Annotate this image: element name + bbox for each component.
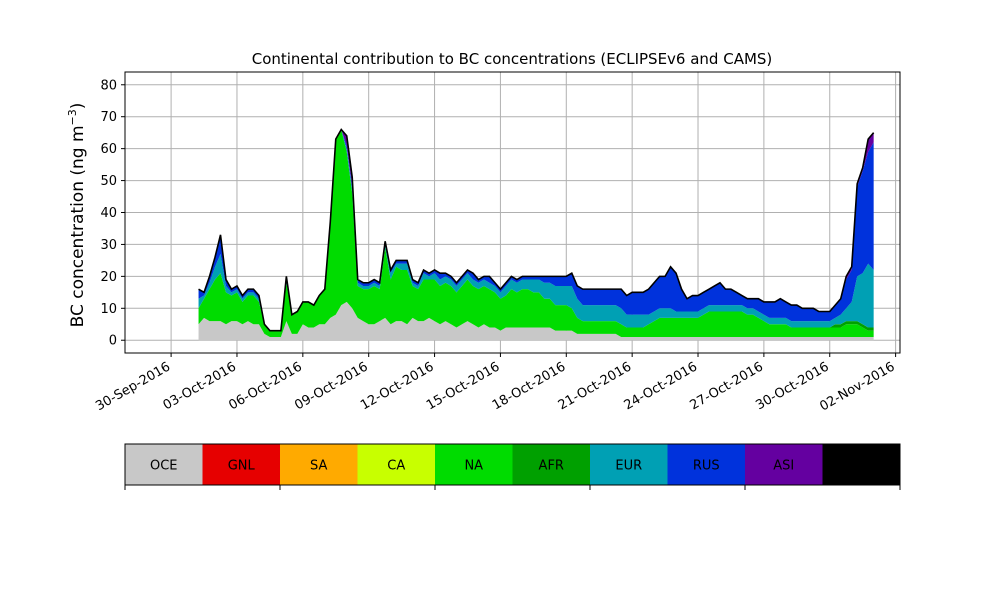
legend-swatch-oce	[125, 444, 203, 485]
legend-label-eur: EUR	[615, 459, 642, 474]
stacked-areas	[198, 128, 875, 341]
legend-label-sa: SA	[310, 459, 327, 474]
y-tick-label: 30	[100, 238, 117, 253]
legend-swatch-gnl	[202, 444, 280, 485]
legend-label-afr: AFR	[539, 459, 564, 474]
y-tick-label: 20	[100, 270, 117, 285]
legend-label-ca: CA	[387, 459, 405, 474]
area-na	[198, 129, 874, 338]
y-tick-label: 10	[100, 302, 117, 317]
y-axis-label-main: BC concentration (ng m	[68, 125, 88, 327]
legend-swatch-ca	[357, 444, 435, 485]
y-tick-label: 0	[109, 334, 117, 349]
total-outline	[198, 128, 875, 332]
y-tick-label: 60	[100, 142, 117, 157]
y-axis-label-close: )	[68, 103, 88, 110]
y-tick-label: 50	[100, 174, 117, 189]
colorbar-legend: OCE GNL SA CA NA AFR EUR RUS ASI AUS	[124, 443, 901, 490]
area-rus	[198, 129, 874, 331]
chart-title: Continental contribution to BC concentra…	[252, 50, 773, 68]
legend-frame	[124, 443, 901, 486]
legend-label-asi: ASI	[773, 459, 794, 474]
area-oce	[198, 301, 874, 341]
legend-label-rus: RUS	[693, 459, 720, 474]
y-tick-label: 80	[100, 78, 117, 93]
y-axis-label: BC concentration (ng m−3)	[66, 103, 88, 328]
legend-label-gnl: GNL	[228, 459, 256, 474]
y-tick-label: 40	[100, 206, 117, 221]
legend-swatch-eur	[590, 444, 668, 485]
legend-swatch-rus	[667, 444, 745, 485]
legend-swatch-sa	[280, 444, 358, 485]
y-axis-label-exp: −3	[66, 109, 79, 125]
legend-swatch-aus	[822, 444, 900, 485]
area-eur	[198, 129, 874, 331]
y-axis: 0 10 20 30 40 50 60 70 80	[100, 78, 125, 349]
legend-label-oce: OCE	[150, 459, 178, 474]
legend-swatch-na	[435, 444, 513, 485]
legend-label-aus: AUS	[848, 459, 875, 474]
legend-swatch-afr	[512, 444, 590, 485]
legend-label-na: NA	[464, 459, 483, 474]
y-tick-label: 70	[100, 110, 117, 125]
legend-swatch-asi	[745, 444, 823, 485]
